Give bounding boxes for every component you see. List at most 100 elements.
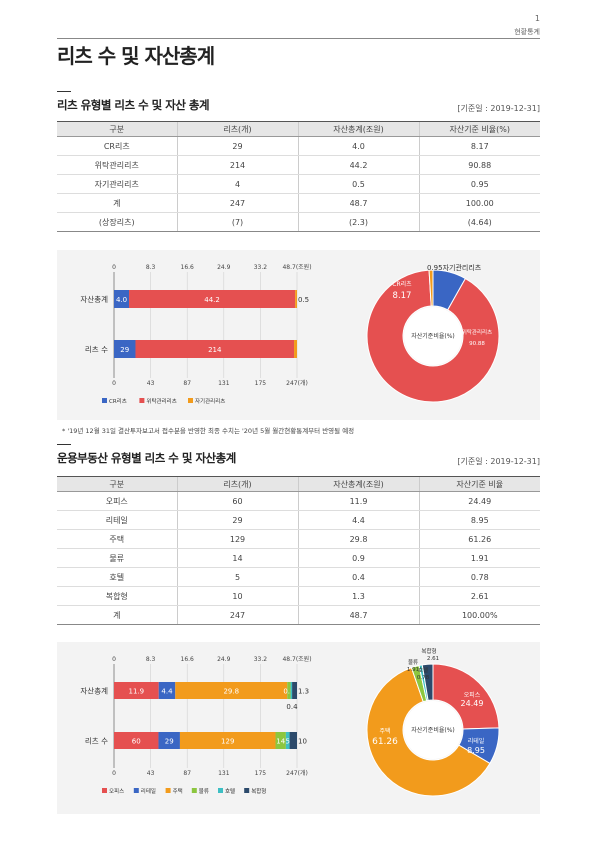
- table-total-row: 계 247 48.7 100.00%: [57, 605, 540, 625]
- category-label: 자산총계: [80, 686, 108, 696]
- cell: 0.4: [297, 567, 419, 587]
- table-header-row: 구분 리츠(개) 자산총계(조원) 자산기준 비율(%): [57, 121, 540, 137]
- bar-segment: [285, 732, 290, 749]
- legend-swatch: [188, 398, 193, 403]
- cell: 8.17: [418, 136, 540, 156]
- data-label: 29: [120, 346, 129, 354]
- cell: 호텔: [57, 567, 177, 587]
- cell: (4.64): [418, 212, 540, 232]
- cell: 129: [176, 529, 298, 549]
- legend-entry: 물류: [199, 788, 209, 795]
- cell: 자기관리리츠: [57, 174, 177, 194]
- data-label: 0.9: [283, 688, 294, 696]
- cell: (2.3): [297, 212, 419, 232]
- bottom-tick-label: 175: [255, 770, 267, 777]
- slice-name-label: CR리츠: [392, 280, 412, 288]
- slice-value-label: 0.78: [417, 675, 430, 681]
- section2-basis-date: [기준일 : 2019-12-31]: [457, 457, 540, 466]
- slice-name-label: 리테일: [468, 737, 485, 745]
- table-row: 복합형 10 1.3 2.61: [57, 586, 540, 606]
- slice-value-label: 1.91: [407, 667, 419, 673]
- col-header: 자산기준 비율: [418, 476, 540, 492]
- bar-segment: [287, 682, 291, 699]
- bottom-tick-label: 131: [218, 380, 230, 387]
- donut-hole: [404, 307, 462, 365]
- header-rule: [57, 38, 540, 39]
- slice-value-label: 61.26: [372, 737, 398, 747]
- section1-title: 리츠 유형별 리츠 수 및 자산 총계: [57, 98, 210, 112]
- data-label: 10: [298, 738, 307, 746]
- data-label: 0.4: [286, 703, 298, 711]
- legend-swatch: [102, 788, 107, 793]
- slice-name-label: 주택: [379, 728, 390, 735]
- donut-slice: [421, 663, 434, 701]
- section1-bar-chart: 0 8.3 16.6 24.9 33.2 48.7(조원) 0 43 87 131 175 247(개…: [80, 263, 311, 405]
- col-header: 자산총계(조원): [297, 476, 419, 492]
- slice-callout-label: 0.95자기관리리츠: [427, 263, 482, 272]
- section2-title: 운용부동산 유형별 리츠 수 및 자산총계: [57, 451, 236, 465]
- cell: 29: [176, 136, 298, 156]
- cell: 8.95: [418, 510, 540, 530]
- cell: 214: [176, 155, 298, 175]
- donut-slice: [366, 269, 500, 403]
- table-row: 리테일 29 4.4 8.95: [57, 510, 540, 530]
- section2-chart-panel: 0 8.3 16.6 24.9 33.2 48.7(조원) 0 43 87 131 175 247(개…: [57, 642, 540, 814]
- legend-entry: 오피스: [109, 787, 124, 795]
- table-row: 자기관리리츠 4 0.5 0.95: [57, 174, 540, 194]
- section1-donut-chart: 자산기준비율(%) CR리츠 8.17 위탁관리리츠 90.88 0.95자기관리리츠: [366, 263, 500, 403]
- table-row: 주택 129 29.8 61.26: [57, 529, 540, 549]
- bar-segment: [295, 290, 297, 308]
- bar-segment: [135, 340, 295, 358]
- bottom-tick-label: 87: [183, 770, 191, 777]
- section2-bar-chart: 0 8.3 16.6 24.9 33.2 48.7(조원) 0 43 87 131 175 247(개…: [80, 655, 311, 795]
- section-divider: [57, 91, 71, 92]
- cell: 4.0: [297, 136, 419, 156]
- bottom-tick-label: 131: [218, 770, 230, 777]
- legend-entry: 호텔: [225, 787, 235, 795]
- bar-segment: [114, 290, 130, 308]
- cell: (상장리츠): [57, 212, 177, 232]
- bottom-tick-label: 87: [183, 380, 191, 387]
- col-header: 구분: [57, 121, 177, 137]
- section2-table: 구분 리츠(개) 자산총계(조원) 자산기준 비율 오피스 60 11.9 24…: [57, 476, 540, 625]
- category-label: 리츠 수: [85, 345, 108, 354]
- cell: 1.3: [297, 586, 419, 606]
- cell: 0.78: [418, 567, 540, 587]
- bar-segment: [179, 732, 276, 749]
- bar-segment: [294, 340, 297, 358]
- cell: 4.4: [297, 510, 419, 530]
- slice-name-label: 위탁관리리츠: [462, 328, 492, 336]
- bar-segment: [289, 732, 297, 749]
- bar-segment: [129, 290, 296, 308]
- bar-segment: [175, 682, 288, 699]
- cell: 48.7: [297, 605, 419, 625]
- section1-basis-date: [기준일 : 2019-12-31]: [457, 104, 540, 113]
- cell: 29: [176, 510, 298, 530]
- table-row: 호텔 5 0.4 0.78: [57, 567, 540, 587]
- cell: CR리츠: [57, 136, 177, 156]
- data-label: 44.2: [204, 296, 220, 304]
- table-total-row: 계 247 48.7 100.00: [57, 193, 540, 213]
- cell: 14: [176, 548, 298, 568]
- data-label: 129: [221, 738, 234, 746]
- cell: 11.9: [297, 491, 419, 511]
- cell: 24.49: [418, 491, 540, 511]
- table-row: 물류 14 0.9 1.91: [57, 548, 540, 568]
- slice-name-label: 복합형: [421, 647, 436, 655]
- cell: 10: [176, 586, 298, 606]
- bottom-tick-label: 43: [147, 770, 155, 777]
- data-label: 4.4: [161, 688, 173, 696]
- bar-segment: [275, 732, 286, 749]
- cell: 0.5: [297, 174, 419, 194]
- legend-swatch: [133, 788, 139, 793]
- cell: 주택: [57, 529, 177, 549]
- table-row: 오피스 60 11.9 24.49: [57, 491, 540, 511]
- top-tick-label: 48.7(조원): [282, 655, 311, 663]
- top-tick-label: 16.6: [181, 656, 195, 663]
- top-tick-label: 33.2: [254, 264, 268, 271]
- top-tick-label: 33.2: [254, 656, 268, 663]
- slice-name-label: 오피스: [464, 691, 481, 699]
- slice-value-label: 8.17: [393, 291, 412, 301]
- data-label: 14: [276, 738, 285, 746]
- data-label: 60: [132, 738, 141, 746]
